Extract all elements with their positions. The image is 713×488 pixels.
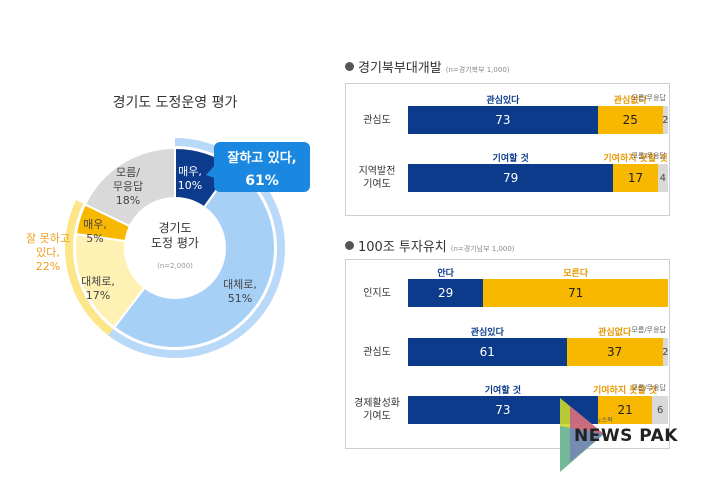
stacked-bar: 61 37 2 xyxy=(408,338,669,366)
bar-segment: 2 xyxy=(662,106,669,134)
stacked-bar: 29 71 xyxy=(408,279,668,307)
series-label: 안다 xyxy=(437,269,454,279)
series-label: 모름/무응답 xyxy=(631,152,666,160)
callout-good-pointer xyxy=(206,166,220,180)
bar-segment: 61 xyxy=(408,338,567,366)
bar-segment: 4 xyxy=(657,164,668,192)
bar-segment: 21 xyxy=(597,396,653,424)
pie-slice-label: 모름/무응답 18% xyxy=(113,166,143,207)
callout-good-value: 61% xyxy=(245,173,279,189)
bar-row-label: 지역발전 기여도 xyxy=(358,166,396,190)
callout-bad-label: 잘 못하고 있다, 22% xyxy=(26,231,70,273)
donut-center-label: 경기도 도정 평가 xyxy=(151,221,199,250)
donut-center-note: (n=2,000) xyxy=(157,262,193,270)
bar-segment: 29 xyxy=(408,279,484,307)
series-label: 관심있다 xyxy=(486,96,520,106)
series-label: 기여할 것 xyxy=(484,386,522,396)
bullet-icon xyxy=(345,241,354,250)
bar-row-label: 관심도 xyxy=(363,346,391,358)
pie-slice-label: 대체로, 51% xyxy=(223,278,257,305)
group-arc-bad xyxy=(65,200,114,336)
bar-segment: 25 xyxy=(597,106,663,134)
series-label: 모름/무응답 xyxy=(631,384,666,392)
pie-slice-label: 매우, 10% xyxy=(178,165,202,192)
bar-segment: 71 xyxy=(483,279,668,307)
logo-small-text: 뉴스팍 xyxy=(596,417,613,424)
series-label: 모름/무응답 xyxy=(631,94,666,102)
series-label: 모른다 xyxy=(563,269,589,279)
section-title-invest-text: 100조 투자유치 xyxy=(358,240,447,255)
series-label: 기여하지 못할 것 xyxy=(603,154,668,164)
series-label: 기여할 것 xyxy=(492,154,529,164)
callout-good xyxy=(214,142,310,192)
series-label: 기여하지 못할 것 xyxy=(592,386,658,396)
section-title-north-text: 경기북부대개발 xyxy=(358,61,442,76)
bar-row-label: 경제활성화 기여도 xyxy=(354,398,400,422)
logo-text: NEWS PAK xyxy=(574,426,678,446)
section-title-north: 경기북부대개발 (n=경기북부 1,000) xyxy=(345,57,510,76)
bar-segment: 6 xyxy=(652,396,668,424)
pie-slice-label: 대체로, 17% xyxy=(81,275,115,302)
bar-segment: 73 xyxy=(408,106,598,134)
newspak-logo-icon xyxy=(560,398,604,472)
pie-slice xyxy=(112,165,276,350)
series-label: 관심없다 xyxy=(613,96,647,106)
callout-good-label: 잘하고 있다, xyxy=(227,150,296,166)
section-note-invest: (n=경기남부 1,000) xyxy=(450,245,515,253)
bar-segment: 79 xyxy=(408,164,614,192)
pie-slice-label: 매우, 5% xyxy=(83,218,107,245)
stacked-bar: 73 25 2 xyxy=(408,106,669,134)
stacked-bar: 79 17 4 xyxy=(408,164,668,192)
bar-row-label: 인지도 xyxy=(363,287,391,299)
bar-segment: 17 xyxy=(613,164,658,192)
donut-chart-title: 경기도 도정운영 평가 xyxy=(112,95,238,111)
section-note-north: (n=경기북부 1,000) xyxy=(445,66,510,74)
series-label: 관심있다 xyxy=(470,328,504,338)
bar-segment: 37 xyxy=(566,338,663,366)
series-label: 모름/무응답 xyxy=(631,326,666,334)
pie-slice xyxy=(83,146,176,228)
panel-invest: 인지도 29 71 안다 모른다 관심도 61 37 2 관심있다 관심없다 모름/무응답 경제활성화 기… xyxy=(345,259,670,449)
bar-row-label: 관심도 xyxy=(363,114,391,126)
bullet-icon xyxy=(345,62,354,71)
section-title-invest: 100조 투자유치 (n=경기남부 1,000) xyxy=(345,236,515,255)
stacked-bar: 73 21 6 xyxy=(408,396,668,424)
series-label: 관심없다 xyxy=(598,328,632,338)
bar-segment: 2 xyxy=(662,338,669,366)
